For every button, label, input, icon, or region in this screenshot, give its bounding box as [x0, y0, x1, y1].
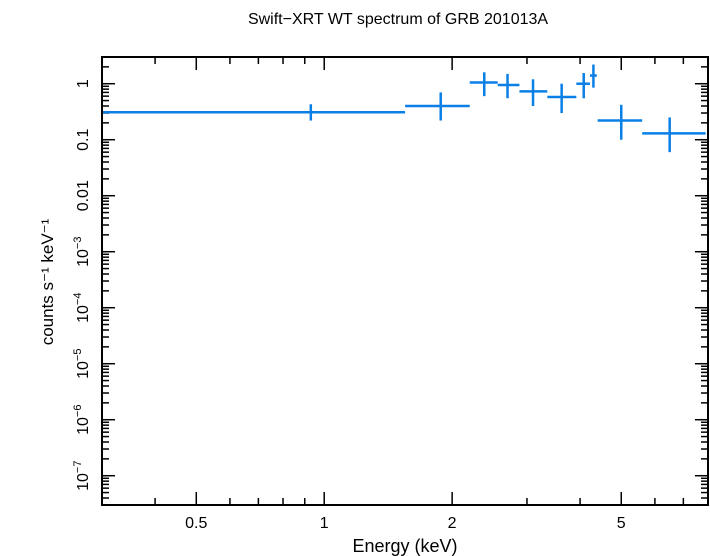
data-point: [102, 104, 406, 121]
chart-title: Swift−XRT WT spectrum of GRB 201013A: [248, 11, 548, 28]
data-point: [589, 64, 597, 88]
data-point: [547, 83, 577, 113]
data-point: [497, 73, 520, 99]
y-tick-label: 10−7: [72, 461, 92, 491]
x-tick-labels: 0.5 1 2 5: [185, 515, 626, 532]
data-point: [642, 117, 706, 153]
plot-frame: [101, 56, 709, 506]
y-tick-label: 10−6: [72, 405, 92, 435]
y-tick-label: 10−5: [72, 349, 92, 379]
y-tick-label: 1: [75, 79, 92, 88]
data-points: [102, 64, 706, 153]
x-tick-label: 0.5: [185, 515, 207, 532]
data-point: [576, 73, 590, 99]
x-tick-label: 2: [448, 515, 457, 532]
data-point: [405, 92, 470, 121]
y-axis-label: counts s⁻¹ keV⁻¹: [38, 218, 57, 345]
y-tick-label: 10−3: [72, 237, 92, 267]
y-tick-label: 10−4: [72, 293, 92, 323]
y-tick-labels: 1 0.1 0.01 10−3 10−4 10−5 10−6 10−7: [72, 79, 92, 491]
data-point: [519, 79, 548, 107]
x-axis-label: Energy (keV): [352, 536, 457, 556]
y-tick-label: 0.1: [75, 129, 92, 151]
data-point: [597, 104, 643, 140]
data-point: [469, 72, 498, 97]
x-tick-label: 1: [320, 515, 329, 532]
axis-ticks: [101, 56, 709, 506]
y-tick-label: 0.01: [75, 180, 92, 211]
x-tick-label: 5: [617, 515, 626, 532]
